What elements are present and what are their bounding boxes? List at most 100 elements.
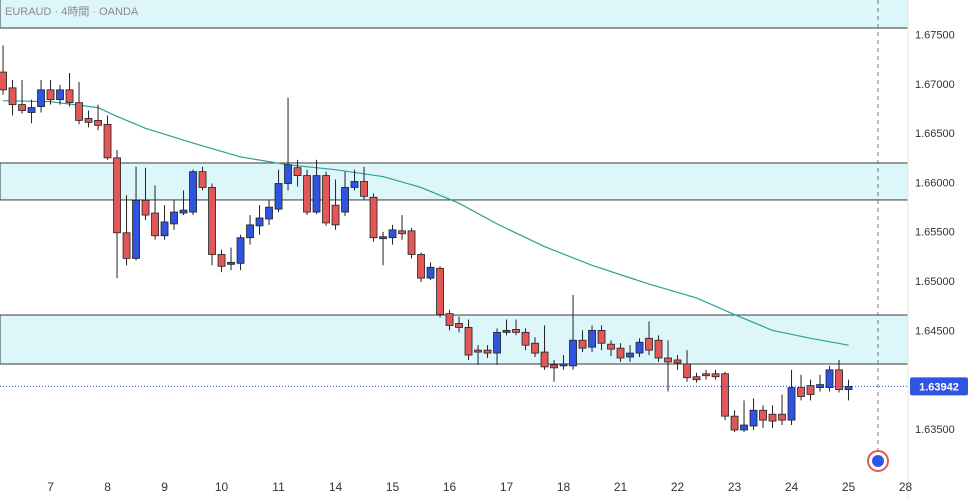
candle-body (759, 409, 767, 421)
candle-body (284, 164, 292, 184)
candle-body (597, 329, 606, 344)
candle-body (18, 104, 26, 111)
candle-body (569, 339, 577, 367)
candle-body (749, 409, 758, 427)
candle-body (160, 221, 169, 237)
candle-body (721, 373, 729, 417)
candle-body (388, 229, 397, 239)
last-price-box (910, 377, 968, 396)
candle-body (84, 118, 93, 123)
y-tick-label: 1.64500 (915, 325, 955, 337)
candle-body (844, 385, 853, 390)
candle-body (122, 232, 131, 259)
x-tick-label: 23 (728, 480, 742, 494)
x-tick-label: 9 (161, 480, 168, 494)
y-tick-label: 1.66500 (915, 128, 955, 140)
candle-body (37, 89, 45, 107)
x-tick-label: 17 (500, 480, 514, 494)
candle-body (835, 369, 843, 390)
x-tick-label: 22 (671, 480, 685, 494)
candle-body (322, 175, 330, 224)
candle-body (474, 349, 482, 353)
candle-body (27, 107, 36, 113)
candle-body (0, 71, 7, 91)
candle-body (151, 212, 159, 237)
candle-body (65, 89, 74, 104)
chart-title: EURAUD · 4時間 · OANDA (5, 5, 139, 18)
candle-body (559, 363, 568, 367)
candle-body (578, 339, 587, 349)
candle-body (56, 89, 64, 101)
candle-body (75, 102, 83, 121)
candle-body (217, 254, 226, 267)
x-tick-label: 21 (614, 480, 628, 494)
candle-body (179, 209, 188, 214)
candle-body (787, 387, 796, 421)
candle-body (189, 171, 197, 213)
zone (0, 0, 908, 29)
candle-body (436, 267, 444, 316)
y-tick-label: 1.67500 (915, 29, 955, 41)
candle-body (303, 175, 311, 213)
x-tick-label: 15 (386, 480, 400, 494)
candle-body (198, 171, 207, 188)
candle-body (426, 266, 435, 279)
candle-body (683, 363, 691, 379)
candle-body (246, 224, 254, 239)
candle-body (227, 261, 235, 265)
candle-body (797, 387, 805, 397)
candle-body (806, 385, 815, 395)
candle-body (493, 331, 501, 354)
candle-body (274, 183, 283, 210)
candle-body (711, 373, 720, 378)
candle-body (398, 230, 406, 235)
candle-body (170, 211, 178, 225)
candle-body (350, 181, 359, 188)
plot (0, 0, 908, 450)
candle-body (417, 254, 425, 279)
candle-body (645, 337, 653, 351)
x-tick-label: 14 (329, 480, 343, 494)
candle-body (208, 187, 216, 255)
y-tick-label: 1.67000 (915, 79, 955, 91)
candle-body (8, 87, 17, 106)
candle-body (46, 89, 55, 101)
candle-body (635, 341, 644, 354)
candle-body (341, 187, 349, 213)
candle-body (702, 373, 710, 377)
candle-body (654, 339, 663, 359)
candle-body (369, 196, 378, 239)
candle-body (379, 236, 387, 240)
y-tick-label: 1.65000 (915, 276, 955, 288)
candle-body (531, 342, 539, 354)
candle-body (512, 329, 520, 333)
y-tick-label: 1.65500 (915, 227, 955, 239)
candle-body (312, 175, 321, 213)
candle-body (825, 369, 834, 388)
x-tick-label: 28 (899, 480, 913, 494)
candle-body (607, 343, 615, 350)
candle-body (626, 352, 634, 358)
candle-body (768, 413, 777, 422)
candle-body (692, 376, 701, 381)
y-tick-label: 1.63500 (915, 424, 955, 436)
x-tick-label: 7 (47, 480, 54, 494)
x-tick-label: 11 (272, 480, 285, 494)
zone (0, 314, 908, 365)
x-tick-label: 8 (104, 480, 111, 494)
candle-body (540, 351, 549, 368)
candle-body (407, 230, 416, 255)
y-tick-label: 1.66000 (915, 177, 955, 189)
candle-body (132, 199, 140, 259)
candle-body (730, 415, 739, 431)
candle-body (483, 349, 492, 354)
x-tick-label: 10 (215, 480, 229, 494)
candle-body (113, 157, 121, 234)
candle-body (464, 327, 473, 356)
icon-center (872, 455, 884, 467)
x-tick-label: 18 (557, 480, 571, 494)
candle-body (331, 204, 340, 226)
candle-body (778, 413, 786, 421)
candle-body (265, 206, 273, 220)
